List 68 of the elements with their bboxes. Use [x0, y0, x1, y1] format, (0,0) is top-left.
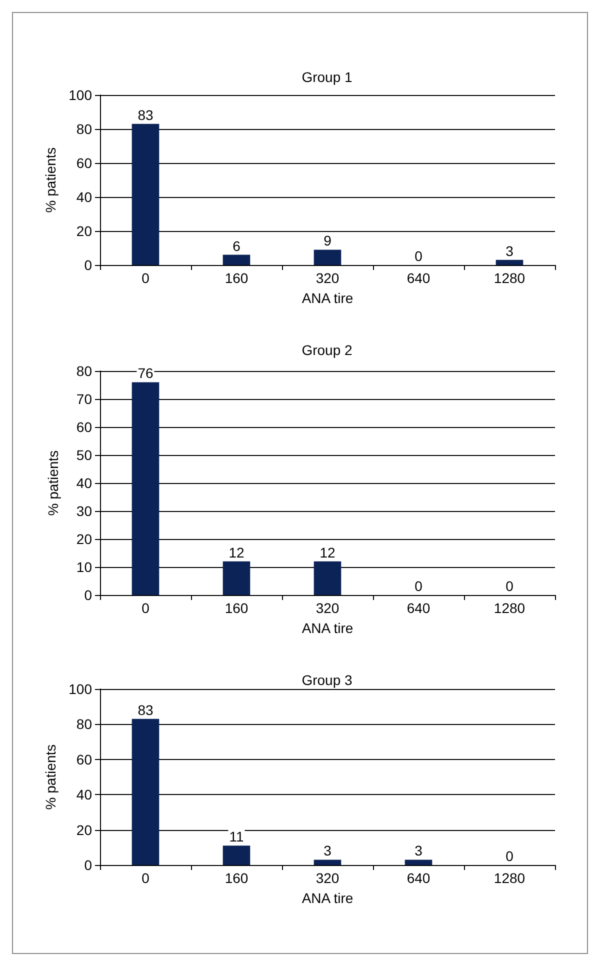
- y-axis-title: % patients: [45, 450, 61, 516]
- y-tick-label: 60: [76, 155, 92, 171]
- bar: [222, 254, 250, 265]
- data-label: 83: [138, 106, 154, 123]
- x-tick-label: 640: [406, 600, 430, 616]
- data-label: 83: [138, 702, 154, 718]
- data-label: 6: [232, 238, 241, 254]
- y-tick-label: 20: [76, 531, 92, 547]
- y-tick-label: 40: [76, 786, 92, 803]
- y-tick-label: 20: [76, 223, 92, 239]
- y-tick-label: 30: [76, 503, 92, 519]
- y-tick-label: 80: [76, 716, 92, 732]
- x-tick-label: 0: [142, 270, 150, 286]
- bar: [496, 260, 524, 265]
- chart-title: Group 1: [302, 69, 353, 85]
- x-tick-label: 1280: [494, 600, 526, 616]
- data-label: 0: [506, 848, 514, 864]
- y-tick-label: 40: [76, 189, 92, 205]
- data-label: 3: [506, 242, 514, 259]
- chart-title: Group 3: [302, 672, 353, 688]
- x-tick-label: 0: [142, 600, 150, 616]
- x-tick-label: 1280: [494, 870, 526, 886]
- x-tick-label: 160: [224, 270, 248, 286]
- x-tick-label: 640: [406, 870, 430, 886]
- bar: [314, 860, 342, 865]
- x-tick-label: 1280: [494, 270, 526, 286]
- x-tick-label: 320: [316, 270, 340, 286]
- y-tick-label: 60: [76, 751, 92, 768]
- y-tick-label: 100: [68, 87, 92, 103]
- y-tick-label: 0: [84, 257, 92, 273]
- bar: [132, 124, 160, 265]
- x-tick-label: 320: [316, 870, 340, 886]
- x-axis-title: ANA tire: [302, 290, 354, 306]
- y-axis-title: % patients: [42, 147, 59, 213]
- x-axis-title: ANA tire: [302, 620, 354, 636]
- chart-title: Group 2: [302, 342, 353, 358]
- x-tick-label: 320: [316, 600, 340, 616]
- data-label: 3: [414, 842, 423, 859]
- y-tick-label: 80: [76, 121, 92, 137]
- x-tick-label: 160: [224, 870, 248, 886]
- y-tick-label: 0: [84, 587, 92, 603]
- data-label: 76: [138, 365, 154, 382]
- bar: [404, 860, 432, 865]
- data-label: 0: [414, 248, 423, 264]
- y-tick-label: 10: [76, 559, 92, 575]
- y-tick-label: 70: [76, 391, 92, 407]
- y-tick-label: 60: [76, 419, 92, 435]
- y-tick-label: 20: [76, 822, 92, 838]
- y-tick-label: 50: [76, 447, 92, 463]
- data-label: 12: [320, 544, 336, 560]
- data-label: 9: [324, 232, 332, 249]
- bar: [314, 250, 342, 265]
- x-tick-label: 0: [142, 870, 150, 886]
- y-tick-label: 80: [76, 363, 92, 379]
- data-label: 11: [229, 828, 244, 845]
- y-tick-label: 100: [68, 681, 92, 697]
- x-tick-label: 160: [224, 600, 248, 616]
- bar: [132, 718, 160, 865]
- data-label: 0: [506, 578, 514, 594]
- x-tick-label: 640: [406, 270, 430, 286]
- data-label: 3: [324, 842, 332, 859]
- y-tick-label: 40: [76, 475, 92, 491]
- y-tick-label: 0: [84, 857, 92, 873]
- x-axis-title: ANA tire: [302, 890, 354, 906]
- bar: [222, 846, 250, 865]
- data-label: 12: [228, 544, 244, 560]
- y-axis-title: % patients: [42, 744, 59, 810]
- data-label: 0: [414, 578, 423, 594]
